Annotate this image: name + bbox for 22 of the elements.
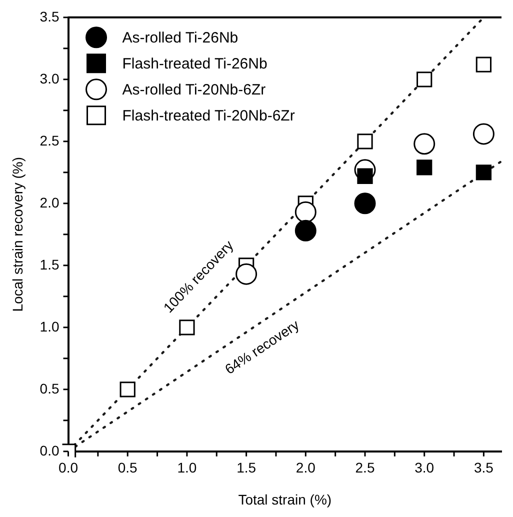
x-tick-label: 3.0: [414, 460, 434, 476]
x-tick-label: 1.0: [177, 460, 197, 476]
x-tick-label: 0.0: [58, 460, 78, 476]
legend-label: Flash-treated Ti-20Nb-6Zr: [122, 108, 295, 125]
y-tick-label: 3.0: [40, 70, 60, 86]
legend-label: Flash-treated Ti-26Nb: [122, 56, 268, 73]
legend-label: As-rolled Ti-20Nb-6Zr: [122, 82, 266, 99]
x-tick-label: 3.5: [474, 460, 494, 476]
x-axis-title: Total strain (%): [238, 491, 332, 508]
y-tick-label: 1.5: [40, 256, 60, 272]
x-tick-label: 2.5: [355, 460, 375, 476]
y-axis-title: Local strain recovery (%): [9, 156, 26, 312]
y-tick-label: 2.5: [40, 132, 60, 148]
x-tick-label: 1.5: [236, 460, 256, 476]
y-tick-label: 0.5: [40, 380, 60, 396]
x-tick-label: 2.0: [296, 460, 316, 476]
y-tick-label: 3.5: [40, 8, 60, 24]
y-tick-label: 2.0: [40, 194, 60, 210]
x-tick-label: 0.5: [118, 460, 138, 476]
y-tick-label: 0.0: [40, 442, 60, 458]
y-tick-label: 1.0: [40, 318, 60, 334]
legend-label: As-rolled Ti-26Nb: [122, 30, 238, 47]
